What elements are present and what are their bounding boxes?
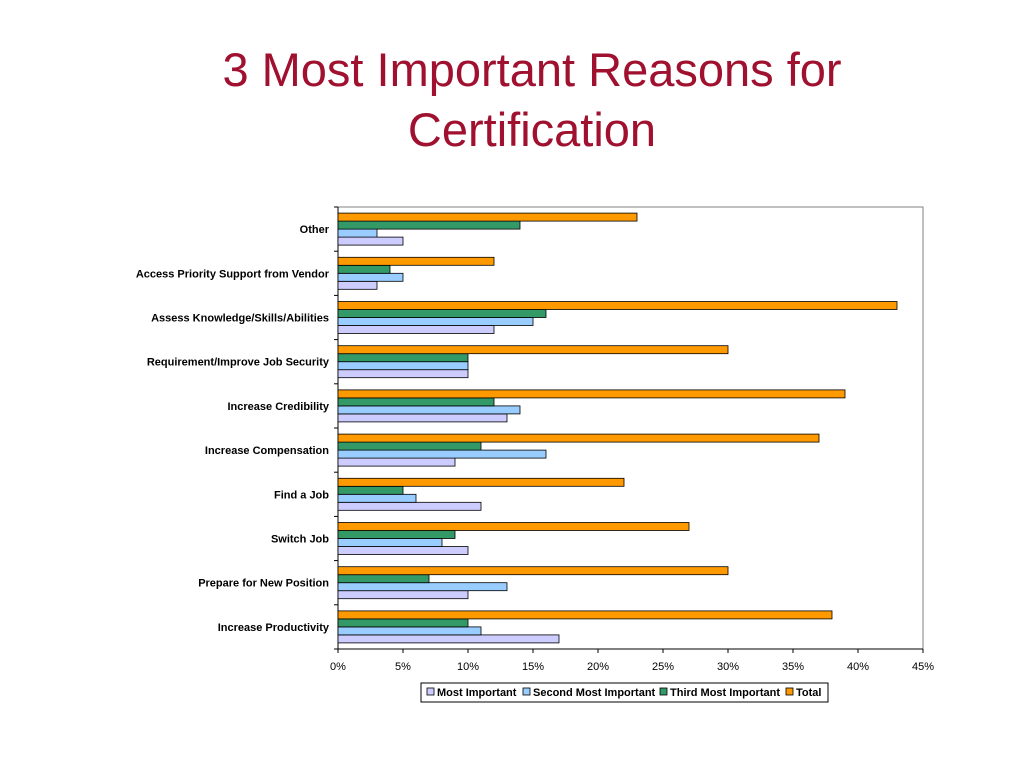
- x-tick-label: 5%: [395, 661, 411, 673]
- bar-most-important: [337, 413, 508, 423]
- bar-second-most-important: [337, 272, 404, 282]
- bar-most-important: [337, 457, 456, 467]
- bar-total: [337, 522, 690, 531]
- x-tick-label: 45%: [912, 661, 934, 673]
- category-label: Increase Credibility: [228, 401, 330, 413]
- legend-swatch: [426, 687, 435, 696]
- bar-most-important: [337, 236, 404, 246]
- plot-area: 0% 5% 10% 15% 20% 25% 30% 35% 40% 45% Other Access …: [136, 206, 934, 673]
- bar-third-most-important: [337, 618, 469, 628]
- x-tick-label: 25%: [652, 661, 674, 673]
- category-label: Switch Job: [271, 534, 329, 546]
- bar-most-important: [337, 634, 560, 644]
- x-tick-label: 35%: [782, 661, 804, 673]
- bar-total: [337, 433, 820, 443]
- bar-total: [337, 389, 846, 399]
- slide-title-line1: 3 Most Important Reasons for: [222, 43, 842, 96]
- bar-most-important: [337, 590, 469, 600]
- bar-second-most-important: [337, 228, 378, 238]
- x-tick-label: 0%: [330, 661, 346, 673]
- bar-total: [337, 256, 495, 266]
- bar-most-important: [337, 280, 378, 290]
- bar-most-important: [337, 501, 482, 511]
- category-label: Access Priority Support from Vendor: [136, 268, 330, 280]
- x-tick-label: 10%: [457, 661, 479, 673]
- bar-total: [337, 477, 625, 487]
- bar-second-most-important: [337, 538, 443, 547]
- category-label: Other: [300, 224, 330, 236]
- bar-second-most-important: [337, 317, 534, 326]
- bar-second-most-important: [337, 405, 521, 415]
- category-label: Increase Compensation: [205, 445, 329, 457]
- bar-total: [337, 212, 638, 222]
- bar-total: [337, 610, 833, 620]
- bar-third-most-important: [337, 485, 404, 495]
- bar-second-most-important: [337, 361, 469, 371]
- legend-swatch: [785, 687, 794, 696]
- bar-second-most-important: [337, 449, 547, 459]
- bar-second-most-important: [337, 626, 482, 636]
- bar-total: [337, 566, 729, 576]
- bar-most-important: [337, 325, 495, 334]
- bar-third-most-important: [337, 574, 430, 584]
- x-tick-label: 40%: [847, 661, 869, 673]
- bar-third-most-important: [337, 353, 469, 363]
- bar-second-most-important: [337, 493, 417, 503]
- bar-most-important: [337, 369, 469, 379]
- legend-label: Third Most Important: [670, 687, 780, 699]
- category-label: Increase Productivity: [218, 622, 330, 634]
- category-label: Find a Job: [274, 489, 329, 501]
- legend-swatch: [659, 687, 668, 696]
- legend-label: Total: [796, 687, 821, 699]
- bar-total: [337, 301, 898, 310]
- x-tick-label: 30%: [717, 661, 739, 673]
- legend-swatch: [522, 687, 531, 696]
- bar-second-most-important: [337, 582, 508, 592]
- legend-label: Most Important: [437, 687, 517, 699]
- legend-label: Second Most Important: [533, 687, 656, 699]
- x-tick-label: 15%: [522, 661, 544, 673]
- category-label: Assess Knowledge/Skills/Abilities: [151, 313, 329, 325]
- bar-total: [337, 345, 729, 355]
- category-label: Prepare for New Position: [198, 578, 329, 590]
- bar-third-most-important: [337, 397, 495, 407]
- bar-most-important: [337, 546, 469, 555]
- bar-third-most-important: [337, 530, 456, 539]
- chart-legend: Most Important Second Most Important Third…: [420, 682, 829, 703]
- plot-frame: [337, 206, 924, 650]
- bar-third-most-important: [337, 264, 391, 274]
- bar-third-most-important: [337, 220, 521, 230]
- bar-third-most-important: [337, 441, 482, 451]
- x-tick-label: 20%: [587, 661, 609, 673]
- slide-title: 3 Most Important Reasons for Certificati…: [62, 40, 1002, 160]
- category-label: Requirement/Improve Job Security: [147, 357, 330, 369]
- slide-title-line2: Certification: [407, 103, 657, 156]
- bar-third-most-important: [337, 309, 547, 318]
